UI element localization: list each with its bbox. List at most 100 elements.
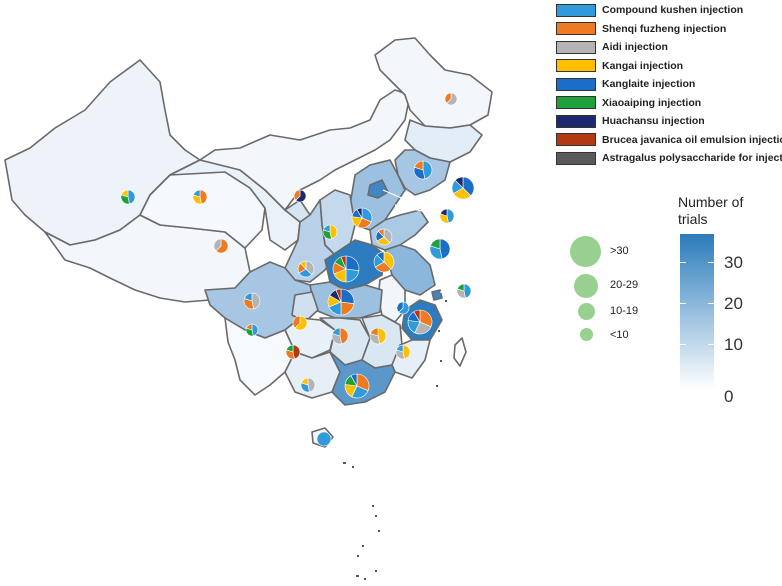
pie-slice — [339, 327, 349, 345]
province-pie — [407, 309, 433, 335]
legend-item: Compound kushen injection — [556, 1, 778, 20]
pie-slice — [294, 315, 308, 331]
province-heilongjiang — [374, 37, 493, 129]
province-pie — [292, 315, 308, 331]
legend-label: Astragalus polysaccharide for injection — [602, 152, 782, 165]
province-pie — [327, 288, 355, 316]
pie-slice — [430, 238, 441, 250]
province-pie — [322, 224, 338, 240]
colorbar-title: Number of trials — [678, 194, 744, 227]
province-beijing — [367, 179, 389, 199]
size-label-lt10: <10 — [610, 329, 629, 341]
pie-slice — [376, 251, 385, 263]
pie-slice — [285, 344, 294, 353]
pie-slice — [370, 327, 379, 337]
pie-slice — [439, 238, 451, 260]
pie-slice — [300, 377, 309, 386]
size-circle-small — [578, 303, 595, 320]
pie-slice — [444, 92, 452, 104]
pie-slice — [316, 431, 332, 447]
province-pie — [213, 238, 229, 254]
legend-label: Aidi injection — [602, 41, 668, 54]
colorbar-tick-10: 10 — [724, 335, 743, 354]
pie-slice — [383, 228, 393, 244]
pie-charts-layer — [120, 92, 475, 447]
pie-slice — [446, 92, 458, 106]
province-pie — [451, 176, 475, 200]
pie-slice — [456, 283, 465, 292]
legend-item: Kanglaite injection — [556, 75, 778, 94]
province-pie — [245, 323, 259, 337]
legend-item: Aidi injection — [556, 38, 778, 57]
pie-slice — [439, 208, 448, 217]
pie-slice — [402, 344, 411, 360]
pie-slice — [293, 189, 301, 201]
pie-slice — [127, 189, 136, 205]
legend-label: Huachansu injection — [602, 115, 705, 128]
size-circle-xsmall — [580, 328, 593, 341]
pie-slice — [251, 292, 261, 310]
province-pie — [429, 238, 451, 260]
legend-label: Shenqi fuzheng injection — [602, 22, 727, 35]
province-chongqing — [291, 291, 319, 323]
legend-label: Compound kushen injection — [602, 4, 744, 17]
pie-slice — [120, 189, 129, 198]
legend-swatch — [556, 96, 596, 110]
province-pie — [369, 327, 387, 345]
size-label-20-29: 20-29 — [610, 279, 639, 291]
province-pie — [297, 260, 315, 278]
pie-slice — [422, 160, 433, 180]
province-pie — [395, 344, 411, 360]
province-pie — [293, 189, 307, 203]
pie-slice — [292, 315, 301, 329]
province-pie — [351, 207, 373, 229]
province-pie — [243, 292, 261, 310]
provinces-layer — [4, 37, 493, 448]
legend-item: Huachansu injection — [556, 112, 778, 131]
province-pie — [456, 283, 472, 299]
coastal-islands — [436, 300, 447, 387]
pie-slice — [446, 208, 455, 224]
pie-slice — [463, 283, 472, 299]
pie-slice — [395, 344, 404, 353]
legend-swatch — [556, 77, 596, 91]
pie-slice — [251, 323, 259, 337]
legend-item: Kangai injection — [556, 57, 778, 76]
pie-slice — [356, 373, 370, 392]
province-pie — [375, 228, 393, 246]
pie-slice — [462, 176, 475, 197]
province-pie — [285, 344, 301, 360]
pie-slice — [213, 238, 222, 252]
legend-swatch — [556, 114, 596, 128]
pie-slice — [199, 189, 208, 205]
pie-slice — [377, 228, 385, 238]
pie-slice — [335, 288, 342, 303]
south-china-sea-islands — [343, 462, 380, 580]
pie-slice — [305, 260, 315, 276]
pie-slice — [192, 189, 201, 198]
legend-swatch — [556, 22, 596, 36]
size-label-10-19: 10-19 — [610, 305, 639, 317]
pie-slice — [419, 309, 433, 328]
pie-slice — [244, 292, 253, 302]
legend-item: Shenqi fuzheng injection — [556, 20, 778, 39]
pie-slice — [383, 251, 395, 270]
province-pie — [439, 208, 455, 224]
legend-swatch — [556, 151, 596, 165]
colorbar — [680, 234, 714, 390]
province-pie — [396, 301, 410, 315]
province-pie — [300, 377, 316, 393]
size-label-gt30: >30 — [610, 245, 629, 257]
legend-label: Kangai injection — [602, 59, 684, 72]
legend-item: Astragalus polysaccharide for injection — [556, 149, 782, 168]
pie-slice — [454, 176, 464, 189]
legend-swatch — [556, 40, 596, 54]
pie-slice — [396, 301, 404, 313]
pie-slice — [356, 207, 363, 220]
pie-slice — [332, 327, 341, 337]
province-pie — [120, 189, 136, 205]
legend-label: Kanglaite injection — [602, 78, 696, 91]
pie-slice — [295, 189, 307, 203]
province-jilin — [404, 119, 483, 163]
